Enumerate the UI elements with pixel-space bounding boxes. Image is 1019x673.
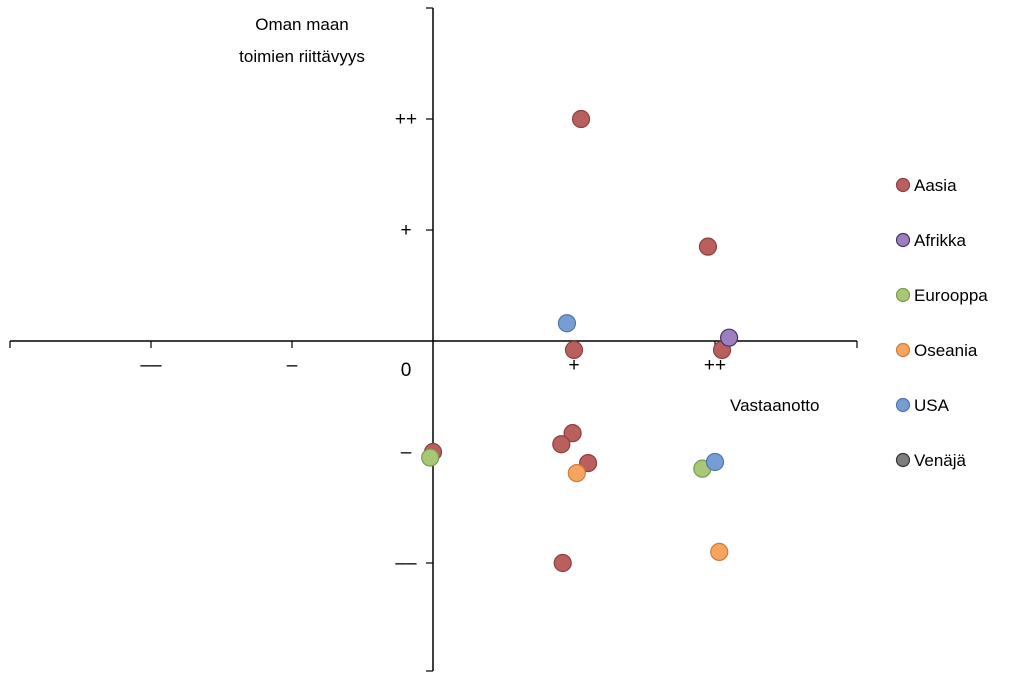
legend-marker <box>895 287 911 303</box>
legend-item: Eurooppa <box>895 286 988 305</box>
legend-label: Eurooppa <box>914 286 988 305</box>
x-axis-title: Vastaanotto <box>730 396 819 415</box>
legend-item: Venäjä <box>895 451 967 470</box>
x-tick-label: – <box>287 355 298 376</box>
x-tick-label: –– <box>140 355 162 376</box>
data-point-aasia <box>698 237 718 256</box>
x-tick-label: + <box>568 355 579 376</box>
y-tick-label: –– <box>395 553 417 574</box>
data-point-oseania <box>710 542 729 562</box>
legend-label: Oseania <box>914 341 978 360</box>
data-point-aasia <box>564 340 584 359</box>
legend-marker <box>895 397 911 413</box>
data-point-aasia <box>571 109 591 129</box>
legend-label: USA <box>914 396 950 415</box>
legend-item: Oseania <box>895 341 978 360</box>
legend-label: Venäjä <box>914 451 967 470</box>
legend-item: Aasia <box>895 176 957 195</box>
ticks: –– – + +++++––– <box>140 109 726 574</box>
origin-label: 0 <box>401 360 412 381</box>
y-axis-title-line-1: Oman maan <box>255 15 349 34</box>
legend: Aasia Afrikka Eurooppa Oseania USA Venäjä <box>895 176 988 470</box>
y-axis-title-line-2: toimien riittävyys <box>239 47 365 66</box>
data-point-aasia <box>553 553 572 573</box>
legend-marker <box>895 342 911 358</box>
y-tick-label: + <box>400 220 411 241</box>
y-tick-label: – <box>401 442 412 463</box>
y-tick-label: ++ <box>395 109 417 130</box>
data-point-aasia <box>552 435 571 454</box>
data-point-usa <box>557 314 577 333</box>
legend-label: Aasia <box>914 176 957 195</box>
legend-marker <box>895 177 911 193</box>
data-point-aasia <box>563 424 582 443</box>
legend-marker <box>895 452 911 468</box>
x-tick-label: ++ <box>704 355 726 376</box>
data-points <box>421 109 739 573</box>
data-point-eurooppa <box>421 448 440 467</box>
data-point-afrikka <box>719 328 739 347</box>
legend-item: Afrikka <box>895 231 967 250</box>
legend-label: Afrikka <box>914 231 967 250</box>
data-point-oseania <box>567 463 586 483</box>
legend-marker <box>895 232 911 248</box>
legend-item: USA <box>895 396 950 415</box>
data-point-usa <box>705 452 725 472</box>
